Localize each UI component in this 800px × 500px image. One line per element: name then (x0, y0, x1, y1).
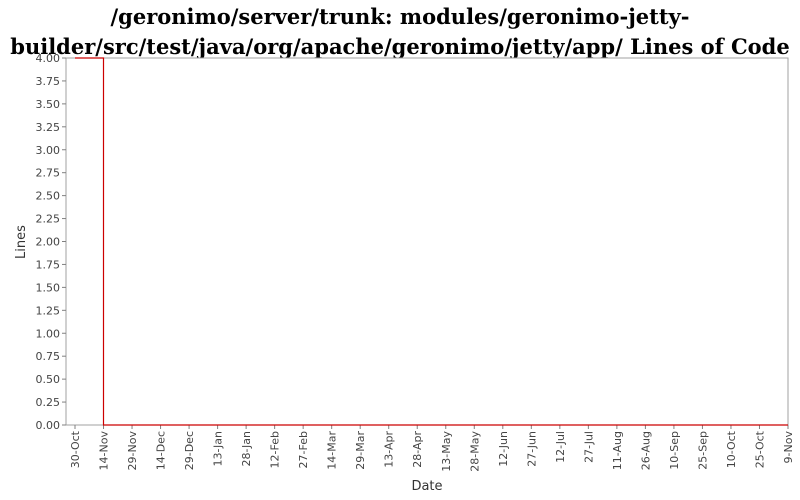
y-tick-label: 3.75 (36, 75, 61, 88)
series-line (75, 57, 788, 426)
x-tick-label: 10-Oct (725, 430, 738, 468)
y-tick-label: 0.50 (36, 373, 61, 386)
y-tick-label: 2.25 (36, 213, 61, 226)
x-tick-label: 25-Sep (696, 431, 709, 470)
y-tick-label: 3.00 (36, 144, 61, 157)
y-axis-title: Lines (14, 225, 29, 259)
chart-title-line-2: builder/src/test/java/org/apache/geronim… (10, 34, 790, 59)
x-tick-label: 12-Feb (269, 431, 282, 468)
y-tick-label: 0.75 (36, 350, 61, 363)
y-tick-label: 3.25 (36, 121, 61, 134)
x-tick-label: 12-Jul (554, 431, 567, 463)
y-tick-label: 0.25 (36, 396, 61, 409)
y-tick-label: 2.75 (36, 167, 61, 180)
x-tick-label: 29-Nov (126, 431, 139, 471)
x-tick-label: 12-Jun (497, 431, 510, 467)
x-tick-label: 29-Dec (183, 431, 196, 470)
x-tick-label: 14-Dec (155, 431, 168, 470)
y-tick-label: 1.25 (36, 304, 61, 317)
x-tick-label: 13-Apr (383, 431, 396, 468)
x-tick-label: 25-Oct (753, 430, 766, 468)
x-tick-label: 27-Jul (582, 431, 595, 463)
y-tick-label: 0.00 (36, 419, 61, 432)
x-tick-label: 14-Nov (98, 431, 111, 471)
y-tick-label: 1.75 (36, 258, 61, 271)
x-tick-label: 30-Oct (69, 430, 82, 468)
x-axis-title: Date (411, 479, 442, 494)
chart-title: /geronimo/server/trunk: modules/geronimo… (0, 2, 800, 62)
x-axis: 30-Oct 14-Nov 29-Nov 14-Dec 29-Dec 13-Jan 28-J… (69, 425, 795, 472)
x-tick-label: 28-May (468, 431, 481, 472)
x-tick-label: 11-Aug (611, 431, 624, 470)
y-tick-label: 3.50 (36, 98, 61, 111)
x-tick-label: 13-May (440, 431, 453, 472)
x-tick-label: 28-Apr (411, 431, 424, 468)
x-tick-label: 29-Mar (354, 431, 367, 470)
y-axis: 0.00 0.25 0.50 0.75 1.00 1.25 1.50 1.75 2.00 2.25… (36, 52, 66, 432)
x-tick-label: 27-Jun (525, 431, 538, 467)
y-tick-label: 2.00 (36, 236, 61, 249)
y-tick-label: 2.50 (36, 190, 61, 203)
x-tick-label: 9-Nov (782, 431, 795, 464)
chart-title-line-1: /geronimo/server/trunk: modules/geronimo… (110, 4, 690, 29)
y-tick-label: 1.50 (36, 281, 61, 294)
y-tick-label: 4.00 (36, 52, 61, 65)
x-tick-label: 10-Sep (668, 431, 681, 470)
x-tick-label: 27-Feb (297, 431, 310, 468)
y-tick-label: 1.00 (36, 327, 61, 340)
plot-area (65, 57, 789, 426)
x-tick-label: 14-Mar (326, 431, 339, 470)
x-tick-label: 13-Jan (212, 431, 225, 467)
x-tick-label: 28-Jan (240, 431, 253, 467)
x-tick-label: 26-Aug (639, 431, 652, 470)
series-layer (74, 57, 789, 426)
